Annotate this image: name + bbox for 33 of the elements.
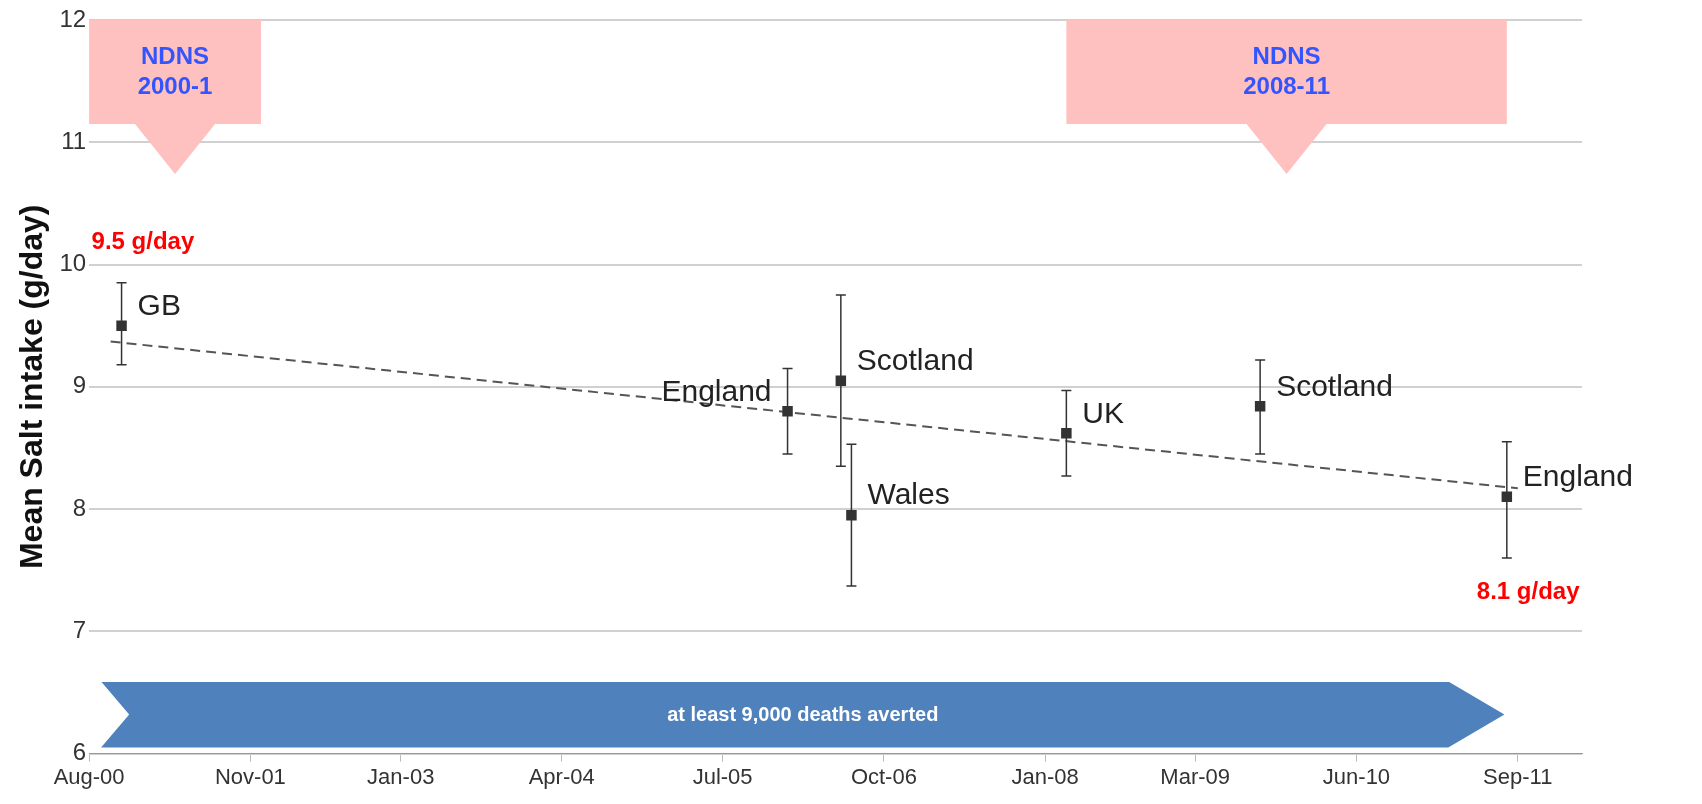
annotation: Wales: [867, 477, 950, 511]
annotation: GB: [137, 287, 181, 321]
x-tick-label: Jul-05: [692, 763, 753, 789]
y-tick-label: 8: [72, 493, 87, 521]
data-label: 8.1 g/day: [1476, 576, 1581, 604]
point: [1061, 428, 1072, 439]
y-tick-label: 6: [72, 738, 87, 766]
band-label: NDNS 2008-11: [1243, 41, 1330, 99]
annotation: Scotland: [856, 342, 974, 376]
y-tick-label: 12: [59, 4, 87, 32]
y-axis-title: Mean Salt intake (g/day): [13, 204, 50, 570]
point: [846, 509, 857, 521]
y-tick-label: 11: [61, 126, 87, 154]
point: [782, 406, 793, 417]
x-tick-label: Sep-11: [1483, 763, 1553, 789]
x-tick-label: Jan-08: [1011, 763, 1079, 789]
x-tick-label: Nov-01: [214, 763, 286, 789]
annotation: Scotland: [1276, 368, 1393, 402]
annotation: England: [1522, 459, 1633, 493]
annotation: England: [661, 373, 772, 407]
annotation: UK: [1082, 395, 1125, 429]
y-tick-label: 9: [72, 371, 87, 399]
x-tick-label: Apr-04: [528, 763, 595, 789]
x-tick-label: Oct-06: [850, 763, 917, 789]
x-tick-label: Jan-03: [367, 763, 435, 789]
x-tick-label: Jun-10: [1322, 763, 1391, 789]
y-tick-label: 7: [72, 615, 87, 643]
point: [116, 320, 127, 331]
y-tick-label: 10: [59, 249, 87, 277]
data-label: 9.5 g/day: [91, 227, 195, 255]
band-label: NDNS 2000-1: [137, 41, 213, 99]
x-tick-label: Mar-09: [1160, 763, 1231, 789]
x-tick-label: Aug-00: [53, 763, 125, 789]
